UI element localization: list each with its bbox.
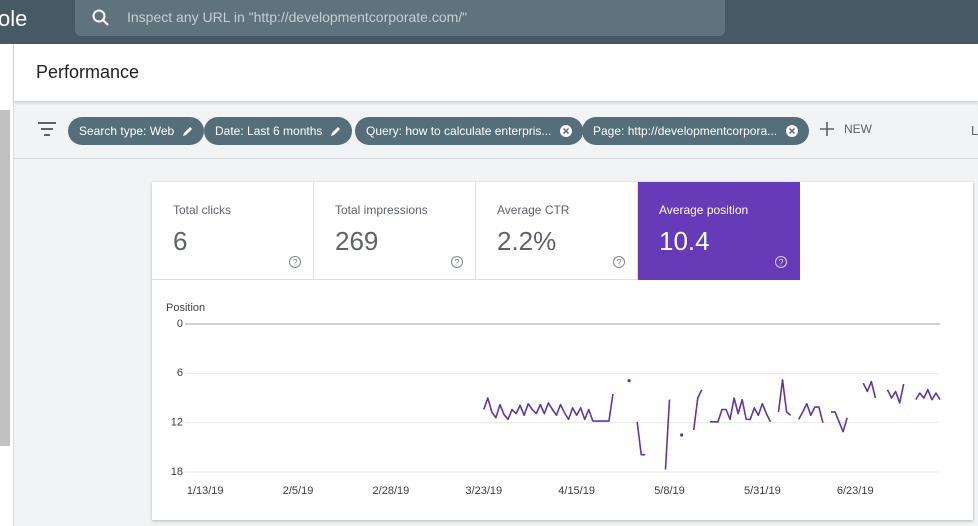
- x-tick-label: 5/8/19: [654, 485, 685, 497]
- line-series: [777, 379, 792, 416]
- x-tick-label: 2/5/19: [283, 485, 314, 497]
- filter-chip[interactable]: Page: http://developmentcorpora...: [582, 117, 810, 145]
- metric-label: Average position: [659, 203, 749, 217]
- y-tick-label: 6: [177, 367, 183, 379]
- metric-label: Total clicks: [173, 203, 232, 217]
- search-box[interactable]: Inspect any URL in "http://developmentco…: [75, 0, 725, 36]
- metric-label: Total impressions: [335, 203, 428, 217]
- y-tick-label: 12: [171, 417, 183, 429]
- page-title: Performance: [36, 62, 140, 82]
- svg-text:?: ?: [616, 258, 621, 268]
- filter-icon[interactable]: [38, 122, 56, 136]
- remove-icon: [786, 125, 799, 137]
- edit-icon: [331, 127, 341, 136]
- metric-tile[interactable]: Total clicks 6?: [152, 182, 314, 280]
- x-tick-label: 5/31/19: [744, 485, 781, 497]
- line-series: [483, 393, 614, 422]
- cut-off-label: L: [971, 123, 978, 138]
- help-icon[interactable]: ?: [774, 255, 788, 269]
- scrollbar[interactable]: [0, 110, 10, 446]
- y-axis-title: Position: [166, 302, 205, 314]
- line-point: [627, 379, 631, 383]
- help-icon[interactable]: ?: [612, 255, 626, 269]
- search-icon: [92, 9, 109, 26]
- metric-tile[interactable]: Total impressions 269?: [314, 182, 476, 280]
- chart: Position 0 6 12 18 1/13/19 2/5/19 2/28/19 3/23/…: [166, 302, 941, 497]
- logo: ole: [0, 6, 28, 31]
- chip-label: Date: Last 6 months: [215, 124, 323, 138]
- metric-value: 2.2%: [497, 226, 557, 256]
- filter-chip[interactable]: Search type: Web: [68, 117, 205, 145]
- x-tick-label: 6/23/19: [837, 485, 874, 497]
- chip-label: Search type: Web: [79, 124, 175, 138]
- svg-text:?: ?: [292, 258, 297, 268]
- filter-bar: Search type: Web Date: Last 6 months Que…: [14, 102, 978, 159]
- help-icon[interactable]: ?: [450, 255, 464, 269]
- metric-value: 269: [335, 226, 379, 256]
- performance-card: Total clicks 6? Total impressions 269? Ave…: [152, 182, 973, 520]
- top-bar: ole Inspect any URL in "http://developme…: [0, 0, 978, 44]
- edit-icon: [183, 127, 193, 136]
- chip-label: Query: how to calculate enterpris...: [366, 124, 552, 138]
- line-series: [797, 402, 824, 423]
- line-series: [664, 399, 671, 470]
- line-series: [692, 389, 703, 431]
- header-bar: Performance: [14, 44, 978, 102]
- filter-chip[interactable]: Date: Last 6 months: [204, 117, 353, 145]
- y-tick-label: 0: [177, 318, 183, 330]
- line-point: [680, 433, 684, 437]
- metric-value: 10.4: [659, 226, 710, 256]
- svg-text:?: ?: [778, 258, 783, 268]
- metric-tile[interactable]: Average CTR 2.2%?: [476, 182, 638, 280]
- line-series: [636, 421, 646, 456]
- remove-icon: [560, 125, 573, 137]
- new-label: NEW: [844, 122, 872, 136]
- help-icon[interactable]: ?: [288, 255, 302, 269]
- metric-tile-selected[interactable]: Average position 10.4?: [638, 182, 800, 280]
- new-filter-button[interactable]: NEW: [820, 122, 872, 136]
- line-series: [830, 411, 848, 433]
- line-series: [886, 383, 905, 404]
- x-tick-label: 3/23/19: [465, 485, 502, 497]
- chip-label: Page: http://developmentcorpora...: [593, 124, 778, 138]
- x-tick-label: 4/15/19: [558, 485, 595, 497]
- metric-value: 6: [173, 226, 188, 256]
- search-placeholder: Inspect any URL in "http://developmentco…: [127, 9, 468, 25]
- x-tick-label: 2/28/19: [373, 485, 410, 497]
- svg-text:?: ?: [454, 258, 459, 268]
- line-series: [915, 388, 941, 401]
- filter-chip[interactable]: Query: how to calculate enterpris...: [355, 117, 584, 145]
- metric-label: Average CTR: [497, 203, 570, 217]
- x-tick-label: 1/13/19: [187, 485, 224, 497]
- y-tick-label: 18: [171, 466, 183, 478]
- plus-icon: [820, 122, 834, 136]
- line-series: [709, 397, 772, 423]
- line-series: [862, 380, 877, 399]
